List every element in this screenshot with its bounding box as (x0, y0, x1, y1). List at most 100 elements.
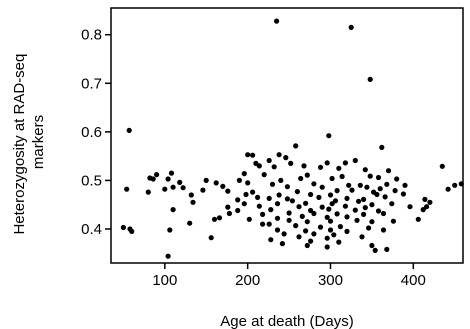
data-point (361, 196, 367, 202)
data-point (352, 157, 358, 164)
data-point (269, 181, 276, 187)
y-axis-label-line2: markers (30, 115, 47, 169)
data-point (274, 227, 281, 233)
data-point (268, 207, 274, 213)
data-point (308, 207, 314, 214)
y-tick-label: 0.4 (81, 221, 102, 238)
y-tick-label: 0.6 (81, 124, 102, 141)
data-point (311, 181, 317, 187)
data-point (427, 199, 433, 205)
data-point (268, 237, 274, 243)
data-point (332, 198, 339, 204)
data-point (331, 232, 337, 238)
data-point (402, 182, 408, 188)
data-point (327, 192, 334, 198)
data-point (407, 204, 413, 210)
data-point (367, 76, 373, 82)
data-point (271, 164, 277, 170)
data-point (126, 127, 132, 133)
data-point (308, 238, 314, 244)
data-point (150, 176, 156, 182)
data-point (168, 170, 175, 176)
data-point (458, 181, 464, 187)
data-point (225, 204, 231, 210)
data-point (284, 196, 290, 202)
data-point (187, 220, 193, 226)
data-point (354, 217, 360, 223)
data-point (337, 224, 343, 230)
data-point (344, 195, 350, 201)
data-point (274, 18, 280, 24)
data-point (324, 214, 330, 220)
data-point (389, 201, 395, 207)
data-point (319, 184, 325, 190)
data-point (356, 198, 362, 204)
data-point (279, 241, 285, 247)
data-point (336, 165, 342, 171)
data-point (284, 184, 290, 190)
data-point (301, 163, 307, 169)
data-point (303, 200, 309, 206)
data-point (445, 186, 451, 192)
data-point (283, 155, 289, 161)
data-point (352, 207, 358, 213)
data-point (298, 175, 304, 182)
data-point (415, 216, 421, 222)
data-point (266, 157, 272, 164)
data-point (276, 152, 282, 158)
data-point (145, 189, 151, 195)
data-point (366, 225, 372, 231)
data-point (261, 172, 267, 178)
data-point (304, 172, 310, 178)
data-point (317, 164, 324, 170)
data-point (245, 180, 251, 186)
data-point (250, 152, 256, 158)
data-point (324, 244, 330, 250)
data-point (208, 235, 214, 241)
data-point (281, 231, 287, 237)
data-point (334, 211, 340, 217)
data-point (286, 217, 292, 223)
data-point (375, 174, 382, 181)
x-tick-label: 300 (318, 272, 343, 289)
data-point (293, 223, 299, 229)
data-point (359, 234, 365, 240)
y-tick-label: 0.8 (81, 27, 102, 44)
data-point (336, 239, 342, 245)
y-axis: 0.4 0.5 0.6 0.7 0.8 (81, 27, 111, 238)
data-point (422, 196, 428, 202)
data-point (243, 191, 249, 198)
data-point (452, 182, 458, 188)
data-point (274, 201, 281, 207)
data-point (346, 182, 352, 188)
data-point (211, 216, 218, 222)
data-point (420, 207, 426, 213)
data-point (344, 214, 350, 220)
data-point (357, 182, 363, 188)
data-point (380, 210, 387, 217)
data-point (255, 194, 261, 200)
data-point (165, 176, 171, 182)
data-point (364, 184, 370, 190)
data-point (311, 231, 317, 237)
data-point (380, 227, 387, 233)
data-point (317, 224, 324, 230)
data-point (246, 216, 252, 222)
data-point (344, 228, 350, 234)
data-point (274, 215, 281, 221)
data-point (289, 198, 295, 204)
data-point (342, 203, 348, 209)
data-point (384, 246, 390, 252)
data-point (256, 203, 262, 209)
data-point (278, 177, 284, 183)
data-point (375, 208, 382, 214)
data-point (304, 242, 310, 249)
data-point (324, 235, 330, 241)
data-point (241, 201, 247, 207)
data-point (177, 179, 183, 185)
data-point (304, 219, 310, 225)
data-point (334, 188, 340, 194)
x-tick-label: 100 (152, 272, 177, 289)
data-point (372, 247, 378, 253)
